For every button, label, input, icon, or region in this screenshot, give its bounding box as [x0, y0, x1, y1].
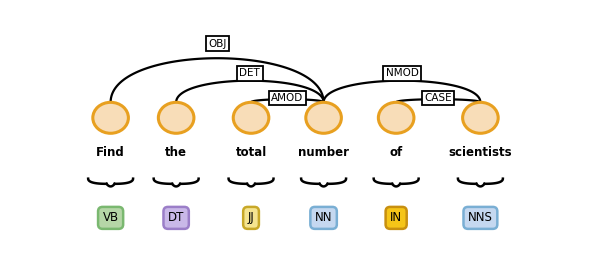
Text: number: number	[298, 146, 349, 159]
Ellipse shape	[378, 102, 414, 133]
Text: AMOD: AMOD	[271, 93, 303, 103]
Text: NN: NN	[315, 211, 332, 224]
Ellipse shape	[463, 102, 498, 133]
Text: total: total	[236, 146, 266, 159]
Text: VB: VB	[103, 211, 118, 224]
Ellipse shape	[93, 102, 129, 133]
Text: JJ: JJ	[248, 211, 254, 224]
Text: DET: DET	[240, 68, 260, 79]
Text: DT: DT	[168, 211, 184, 224]
Text: scientists: scientists	[449, 146, 512, 159]
Text: of: of	[390, 146, 403, 159]
Ellipse shape	[233, 102, 269, 133]
Text: NNS: NNS	[468, 211, 493, 224]
Text: NMOD: NMOD	[385, 68, 419, 79]
Text: CASE: CASE	[425, 93, 452, 103]
Text: OBJ: OBJ	[208, 39, 226, 49]
Text: IN: IN	[390, 211, 402, 224]
Text: Find: Find	[96, 146, 125, 159]
Text: the: the	[165, 146, 187, 159]
Ellipse shape	[306, 102, 341, 133]
Ellipse shape	[158, 102, 194, 133]
